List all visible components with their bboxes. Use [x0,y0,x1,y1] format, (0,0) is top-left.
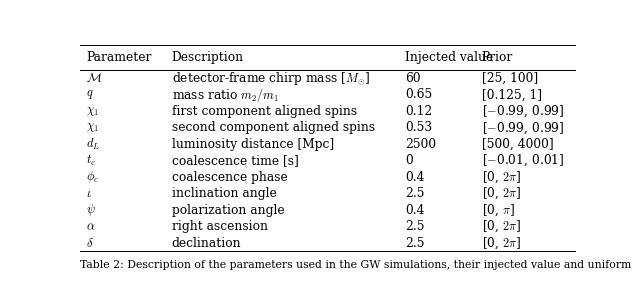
Text: coalescence time [s]: coalescence time [s] [172,154,298,167]
Text: second component aligned spins: second component aligned spins [172,121,375,134]
Text: 2.5: 2.5 [405,187,424,200]
Text: $\alpha$: $\alpha$ [86,220,95,233]
Text: 0: 0 [405,154,413,167]
Text: Parameter: Parameter [86,51,151,64]
Text: Injected value: Injected value [405,51,493,64]
Text: $q$: $q$ [86,88,93,101]
Text: $\chi_1$: $\chi_1$ [86,121,99,134]
Text: 0.12: 0.12 [405,105,432,118]
Text: first component aligned spins: first component aligned spins [172,105,357,118]
Text: luminosity distance [Mpc]: luminosity distance [Mpc] [172,138,334,151]
Text: 0.53: 0.53 [405,121,432,134]
Text: [0, $2\pi$]: [0, $2\pi$] [482,186,521,201]
Text: [$-$0.99, 0.99]: [$-$0.99, 0.99] [482,120,564,135]
Text: $\chi_1$: $\chi_1$ [86,105,99,118]
Text: declination: declination [172,236,241,250]
Text: [0, $\pi$]: [0, $\pi$] [482,202,515,218]
Text: 0.4: 0.4 [405,171,424,184]
Text: [0, $2\pi$]: [0, $2\pi$] [482,169,521,185]
Text: mass ratio $m_2/m_1$: mass ratio $m_2/m_1$ [172,86,278,104]
Text: Prior: Prior [482,51,513,64]
Text: [25, 100]: [25, 100] [482,72,538,85]
Text: $\mathcal{M}$: $\mathcal{M}$ [86,72,102,85]
Text: coalescence phase: coalescence phase [172,171,287,184]
Text: [0, $2\pi$]: [0, $2\pi$] [482,219,521,234]
Text: polarization angle: polarization angle [172,204,284,217]
Text: inclination angle: inclination angle [172,187,276,200]
Text: [$-$0.99, 0.99]: [$-$0.99, 0.99] [482,103,564,119]
Text: [500, 4000]: [500, 4000] [482,138,554,151]
Text: $d_L$: $d_L$ [86,137,100,152]
Text: 0.65: 0.65 [405,88,432,101]
Text: detector-frame chirp mass [$M_{\odot}$]: detector-frame chirp mass [$M_{\odot}$] [172,70,370,87]
Text: 2500: 2500 [405,138,436,151]
Text: 2.5: 2.5 [405,220,424,233]
Text: $\delta$: $\delta$ [86,236,93,250]
Text: $\psi$: $\psi$ [86,202,96,218]
Text: $\iota$: $\iota$ [86,187,92,200]
Text: [$-$0.01, 0.01]: [$-$0.01, 0.01] [482,153,564,168]
Text: 2.5: 2.5 [405,236,424,250]
Text: Description: Description [172,51,244,64]
Text: Table 2: Description of the parameters used in the GW simulations, their injecte: Table 2: Description of the parameters u… [80,260,631,270]
Text: 60: 60 [405,72,420,85]
Text: [0, $2\pi$]: [0, $2\pi$] [482,235,521,251]
Text: [0.125, 1]: [0.125, 1] [482,88,541,101]
Text: $t_c$: $t_c$ [86,153,96,168]
Text: 0.4: 0.4 [405,204,424,217]
Text: $\phi_c$: $\phi_c$ [86,169,99,185]
Text: right ascension: right ascension [172,220,268,233]
